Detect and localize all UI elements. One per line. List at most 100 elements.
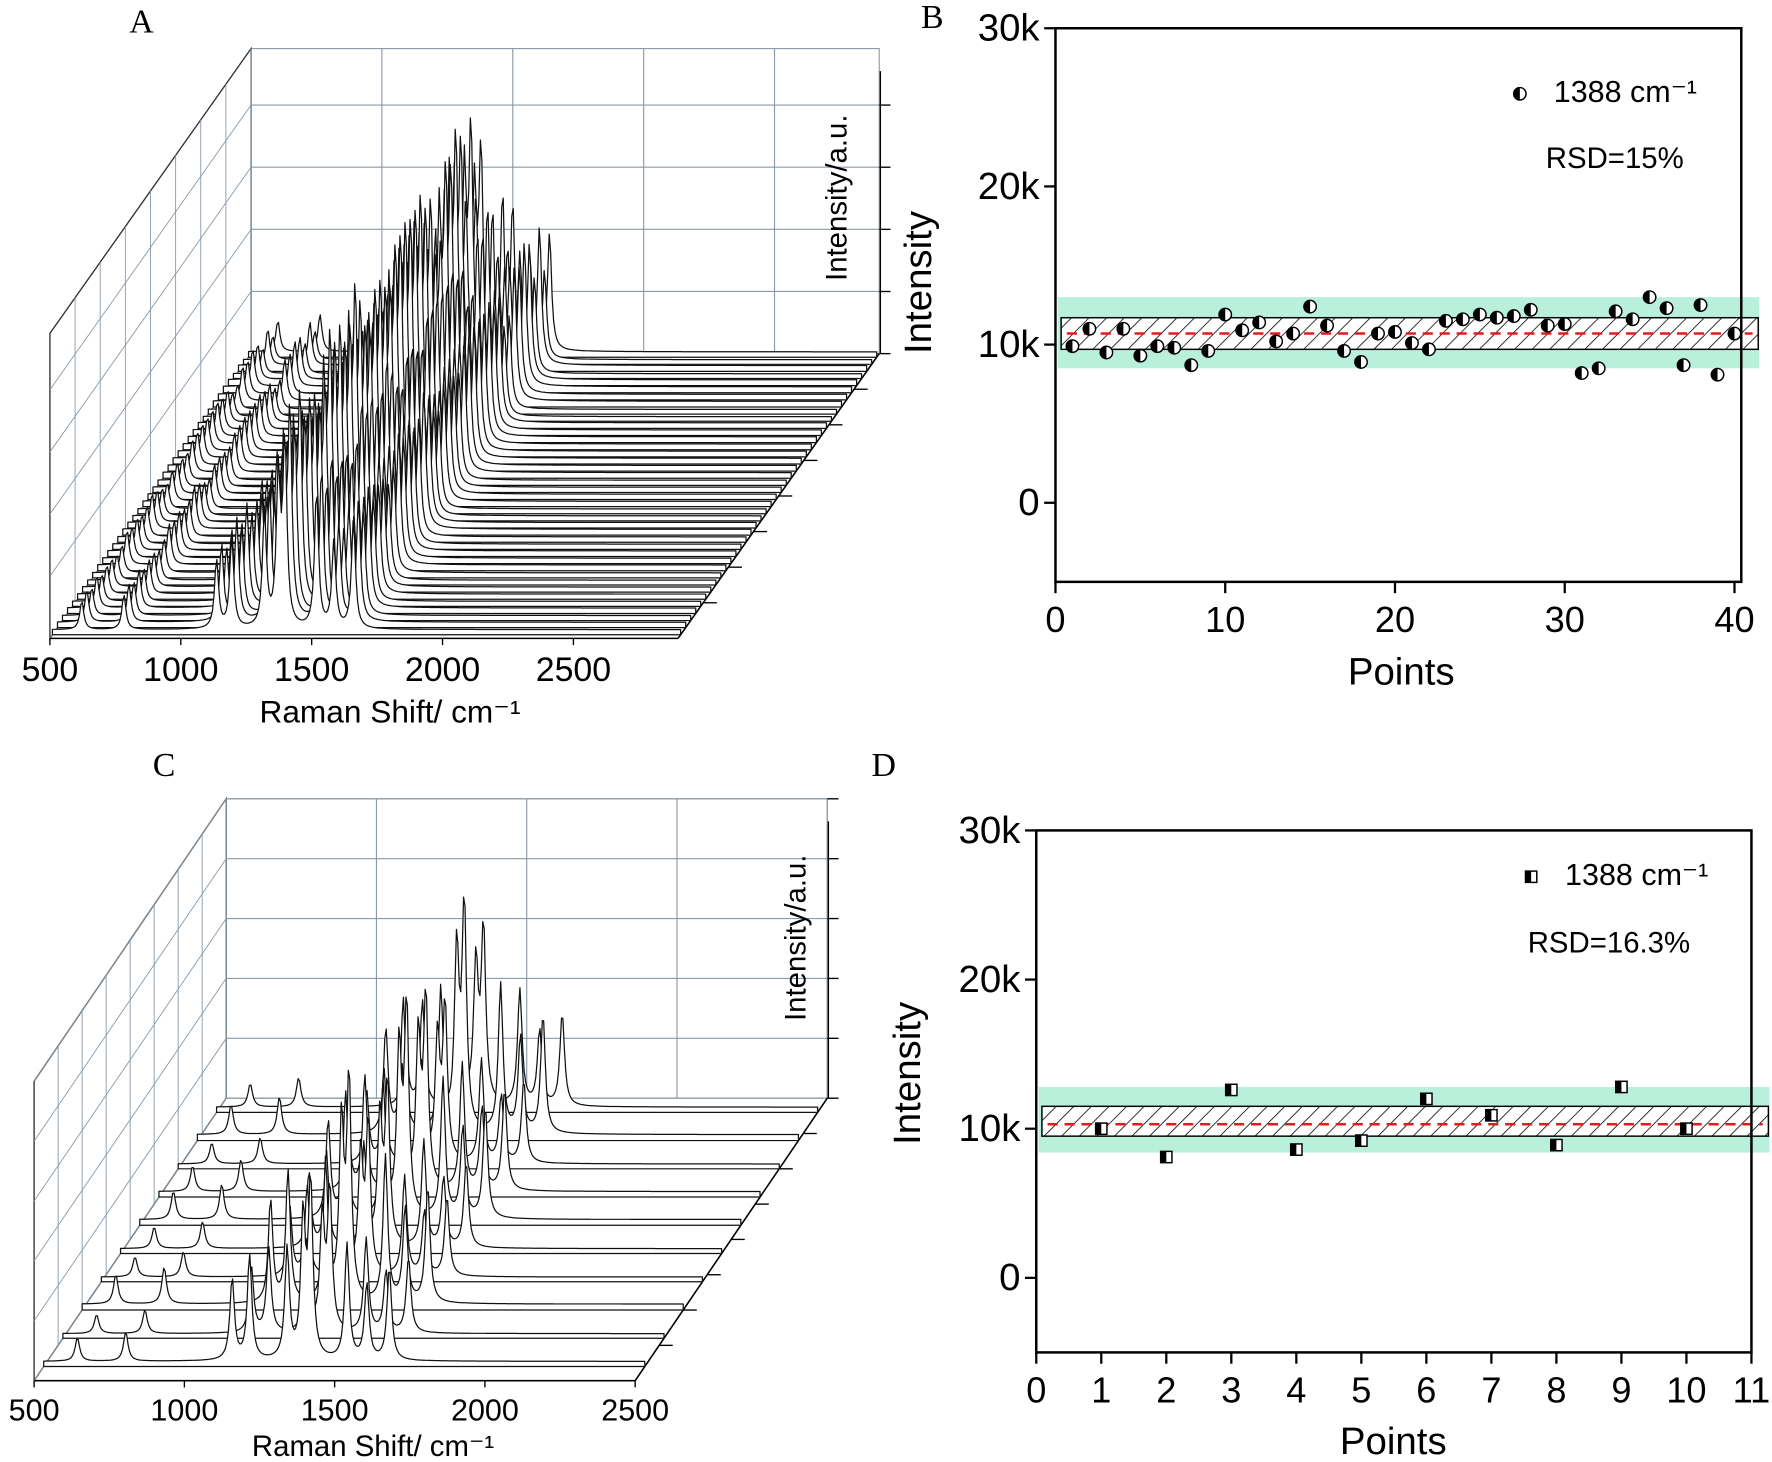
marker-half [1185,358,1192,372]
point [1150,339,1165,354]
y-tick-label: 0 [999,1256,1020,1299]
marker-half [1422,343,1429,356]
x-tick-label: 1000 [143,651,218,689]
marker-half [1728,327,1735,340]
spectrum [147,279,777,501]
y-tick-label: 30k [959,809,1022,852]
marker-half [1290,1143,1297,1156]
x-tick-label: 20 [1375,599,1415,640]
marker-half [1439,314,1446,328]
marker-half [1575,366,1582,380]
marker-half [1490,311,1497,324]
x-tick-label: 1500 [274,651,349,689]
spectrum [102,341,732,565]
point [1680,1122,1693,1136]
point [1591,361,1606,376]
marker-half [1100,346,1107,359]
spectrum [215,920,819,1113]
point [1371,326,1385,341]
point [1065,339,1080,354]
point [1455,312,1470,327]
spectrum [43,1175,646,1368]
marker-half [1473,308,1480,321]
side-grid [33,1038,227,1322]
spectrum [107,324,737,558]
marker-half [1660,302,1667,315]
marker-half [1558,317,1565,331]
point [1608,304,1623,319]
x-tick-label: 7 [1481,1370,1501,1411]
x-tick-label: 2 [1156,1370,1176,1411]
spectrum [158,988,761,1198]
point [1303,299,1318,314]
side-grid [33,978,227,1262]
marker-half [1524,303,1531,317]
marker-half [1320,319,1328,332]
marker-half [1371,327,1379,340]
x-tick-label: 500 [22,651,79,689]
point [1421,342,1436,357]
marker-half [1643,290,1650,304]
plot-frame [1035,829,1753,1354]
y-tick-label: 30k [978,7,1041,50]
plot-frame [1054,27,1743,584]
marker-half [1151,339,1158,353]
spectrum [76,397,707,600]
x-tick-label: 10 [1205,599,1245,640]
spectrum [81,392,712,593]
marker-half [1286,327,1294,340]
point [1388,324,1402,339]
legend-label: 1388 cm⁻¹ [1554,75,1697,109]
y-tick-label: 20k [959,958,1022,1001]
marker-half [1252,316,1260,329]
y-tick-label: 10k [978,323,1041,366]
marker-half [1550,1139,1557,1151]
x-tick-label: 500 [9,1393,60,1427]
x-tick-label: 2500 [601,1393,669,1427]
spectrum [87,407,717,586]
marker-half [1134,349,1141,362]
side-grid [49,229,252,515]
panel-label: B [921,0,944,36]
marker-half [1160,1151,1167,1163]
y-tick-label: 20k [978,165,1041,208]
spectrum [132,325,762,522]
point [1405,336,1419,350]
marker-half [1219,308,1226,321]
point [1659,301,1674,316]
point [1289,1143,1303,1156]
x-axis-label: Points [1348,651,1455,694]
point [1472,307,1487,322]
spectrum [51,433,682,636]
point [1167,340,1182,355]
marker-half [1485,1109,1492,1121]
point [1693,298,1708,313]
marker-half [1303,300,1311,313]
spectrum [127,300,757,529]
point [1224,1083,1238,1097]
marker-half [1694,298,1701,312]
spectrum [142,288,772,508]
spectrum [117,324,747,543]
point [1201,343,1216,358]
x-tick-label: 30 [1545,599,1585,640]
point [1438,313,1453,328]
marker-half [1513,87,1520,100]
x-tick-label: 0 [1045,599,1065,640]
point [1116,321,1131,336]
spectrum [122,283,752,536]
point [1218,307,1233,322]
x-tick-label: 2000 [451,1393,519,1427]
spectrum [81,1069,684,1311]
y-axis-label: Intensity [886,1001,929,1145]
x-axis-label: Raman Shift/ cm⁻¹ [260,693,521,729]
point [1574,366,1589,381]
marker-half [1677,358,1684,372]
point [1419,1092,1433,1106]
marker-half [1225,1084,1232,1096]
marker-half [1354,355,1362,369]
side-grid [49,104,252,391]
legend-marker [1524,870,1538,884]
point [1184,358,1199,373]
z-axis-label: Intensity/a.u. [780,855,813,1021]
